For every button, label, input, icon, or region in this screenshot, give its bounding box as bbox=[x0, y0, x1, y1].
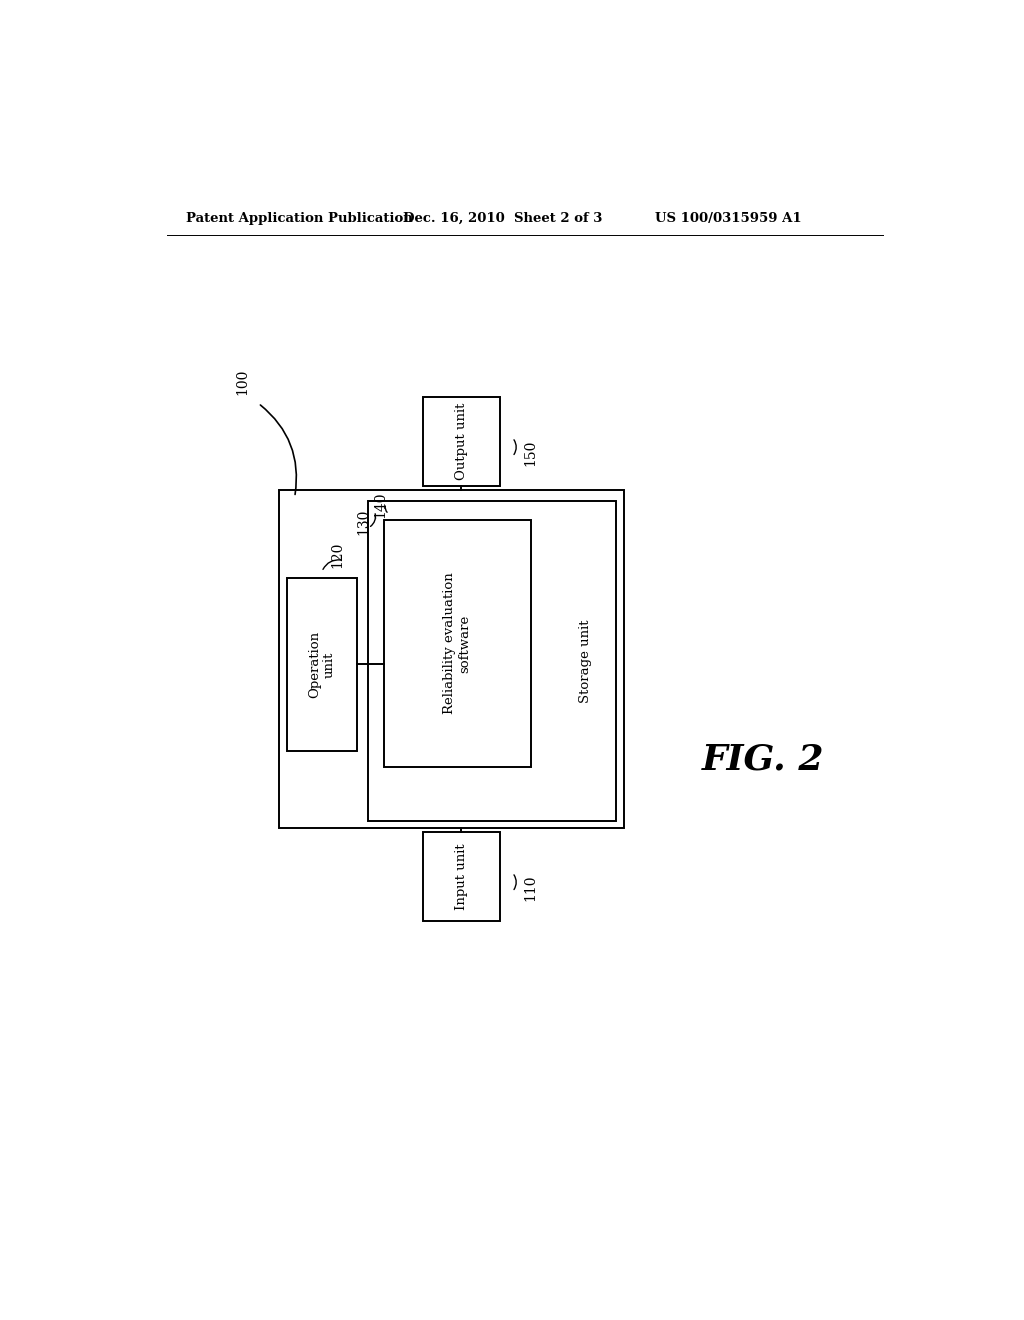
Text: 110: 110 bbox=[523, 875, 538, 902]
Text: FIG. 2: FIG. 2 bbox=[702, 742, 824, 776]
Text: Reliability evaluation
software: Reliability evaluation software bbox=[443, 573, 471, 714]
Bar bbox=[384, 520, 531, 767]
Text: Input unit: Input unit bbox=[455, 843, 468, 909]
Text: 130: 130 bbox=[355, 508, 370, 535]
Text: 120: 120 bbox=[331, 541, 344, 568]
Text: 100: 100 bbox=[236, 368, 250, 395]
Bar bbox=[423, 397, 500, 486]
Text: Storage unit: Storage unit bbox=[579, 619, 592, 702]
Bar bbox=[287, 578, 356, 751]
Text: US 100/0315959 A1: US 100/0315959 A1 bbox=[655, 213, 802, 224]
Text: Patent Application Publication: Patent Application Publication bbox=[186, 213, 413, 224]
Bar bbox=[280, 490, 624, 829]
Text: Dec. 16, 2010  Sheet 2 of 3: Dec. 16, 2010 Sheet 2 of 3 bbox=[403, 213, 602, 224]
Text: Operation
unit: Operation unit bbox=[308, 631, 336, 698]
Text: 140: 140 bbox=[374, 491, 388, 519]
Bar bbox=[369, 502, 616, 821]
Text: Output unit: Output unit bbox=[455, 403, 468, 480]
Bar bbox=[423, 832, 500, 921]
Text: 150: 150 bbox=[523, 440, 538, 466]
